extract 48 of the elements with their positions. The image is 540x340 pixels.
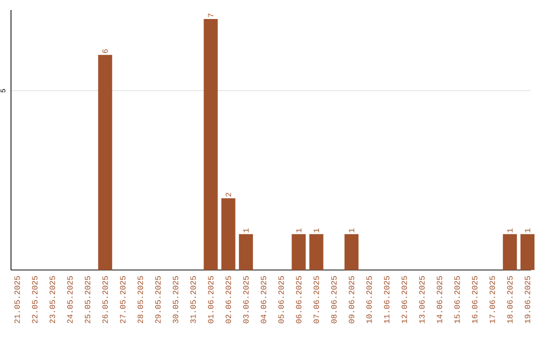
x-tick-label: 01.06.2025: [208, 276, 214, 324]
bar: [98, 54, 112, 270]
data-label: 1: [314, 228, 319, 232]
x-tick-label: 14.06.2025: [436, 276, 442, 324]
x-tick-label: 21.05.2025: [14, 276, 20, 324]
x-tick-label: 22.05.2025: [32, 276, 38, 324]
x-tick-label: 06.06.2025: [296, 276, 302, 324]
x-tick-label: 28.05.2025: [138, 276, 144, 324]
bar: [292, 234, 306, 270]
bar: [221, 198, 236, 270]
data-label: 6: [102, 49, 108, 54]
bar: [344, 234, 359, 270]
x-tick-label: 26.05.2025: [102, 276, 108, 324]
x-tick-label: 15.06.2025: [454, 276, 460, 324]
data-label: 2: [226, 192, 232, 197]
bar: [520, 234, 534, 270]
x-tick-label: 11.06.2025: [384, 276, 390, 324]
x-tick-label: 12.06.2025: [402, 276, 408, 324]
x-tick-label: 08.06.2025: [331, 276, 337, 324]
x-tick-label: 31.05.2025: [190, 276, 196, 324]
x-tick-label: 18.06.2025: [507, 276, 513, 324]
data-label: 1: [243, 228, 249, 232]
x-tick-label: 04.06.2025: [260, 276, 266, 324]
x-tick-label: 19.06.2025: [524, 276, 530, 324]
x-tick-label: 09.06.2025: [348, 276, 354, 324]
x-tick-label: 27.05.2025: [120, 276, 126, 324]
data-label: 1: [524, 228, 530, 232]
x-tick-label: 25.05.2025: [84, 276, 90, 324]
data-label: 1: [348, 228, 354, 232]
x-tick-label: 02.06.2025: [226, 276, 232, 324]
data-label: 1: [296, 228, 302, 232]
x-tick-label: 07.06.2025: [314, 276, 320, 324]
bar: [204, 18, 218, 270]
x-tick-label: 30.05.2025: [172, 276, 178, 324]
x-tick-label: 17.06.2025: [490, 276, 496, 324]
x-tick-label: 23.05.2025: [50, 276, 56, 324]
x-tick-label: 05.06.2025: [278, 276, 284, 324]
x-tick-label: 24.05.2025: [67, 276, 73, 324]
x-tick-label: 03.06.2025: [243, 276, 249, 324]
bar: [238, 234, 253, 270]
data-label: 7: [208, 14, 214, 18]
x-tick-label: 16.06.2025: [472, 276, 478, 324]
bar: [502, 234, 517, 270]
bar: [309, 234, 324, 270]
x-tick-label: 29.05.2025: [155, 276, 161, 324]
x-tick-label: 13.06.2025: [419, 276, 425, 324]
data-label: 1: [507, 228, 513, 232]
x-tick-label: 10.06.2025: [366, 276, 372, 324]
